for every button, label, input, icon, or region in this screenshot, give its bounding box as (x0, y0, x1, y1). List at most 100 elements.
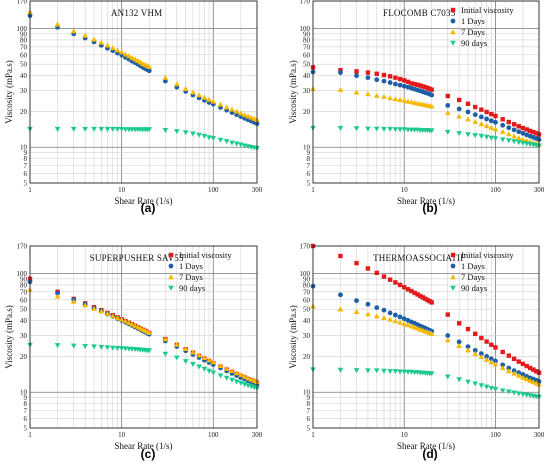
data-point (354, 69, 359, 74)
data-point (488, 135, 495, 141)
panel-title: AN132 VHM (111, 8, 162, 18)
y-tick-label: 100 (300, 270, 311, 278)
y-tick-label: 30 (303, 332, 311, 340)
y-tick-label: 9 (307, 394, 311, 402)
y-tick-label: 70 (303, 288, 311, 296)
data-point (146, 64, 153, 70)
data-point (196, 132, 202, 138)
legend-marker (168, 263, 174, 269)
data-point (223, 375, 230, 381)
y-tick-label: 20 (303, 353, 311, 361)
data-point (373, 92, 380, 98)
data-point (500, 349, 505, 355)
data-point (397, 314, 403, 320)
data-point (483, 384, 490, 390)
x-tick-label: 1 (311, 186, 315, 194)
data-point (500, 122, 506, 128)
data-point (393, 75, 398, 80)
data-point (405, 79, 411, 85)
legend-label: Initial viscosity (461, 250, 514, 260)
data-point (174, 129, 180, 135)
data-point (91, 126, 97, 132)
legend-label: 90 days (179, 283, 205, 293)
legend-marker (450, 29, 456, 35)
data-point (190, 131, 196, 137)
data-point (233, 108, 240, 114)
data-point (415, 292, 420, 297)
data-point (118, 316, 125, 322)
y-tick-label: 50 (20, 61, 28, 69)
y-axis-label: Viscosity (mPa.s) (4, 60, 14, 123)
data-point (162, 128, 169, 134)
data-point (515, 391, 522, 397)
data-point (473, 104, 478, 110)
data-point (229, 377, 235, 383)
x-tick-label: 300 (534, 186, 545, 194)
data-point (465, 101, 471, 106)
legend-marker (450, 263, 456, 269)
data-point (206, 135, 212, 141)
data-point (245, 375, 251, 381)
data-point (418, 83, 423, 88)
data-point (488, 359, 495, 365)
y-tick-label: 30 (20, 87, 28, 95)
legend-label: 1 Days (461, 261, 485, 271)
data-point (233, 379, 240, 385)
data-point (162, 74, 169, 80)
data-point (465, 116, 471, 122)
data-point (109, 313, 116, 319)
data-point (500, 117, 505, 122)
data-point (387, 316, 393, 322)
y-tick-label: 10 (303, 389, 311, 397)
series-ninety_day (310, 125, 542, 149)
data-point (126, 53, 132, 59)
data-point (488, 386, 495, 392)
panel-label: (c) (141, 447, 156, 461)
data-point (456, 342, 462, 348)
data-point (472, 118, 479, 124)
legend-marker (450, 40, 456, 46)
data-point (122, 51, 129, 57)
data-point (392, 312, 398, 318)
plot-frame (312, 245, 540, 429)
legend-label: Initial viscosity (179, 250, 232, 260)
data-point (182, 359, 189, 365)
data-point (456, 321, 462, 326)
legend-label: 7 Days (461, 27, 485, 37)
y-tick-label: 9 (24, 394, 28, 402)
data-point (365, 75, 371, 81)
data-point (531, 367, 536, 372)
data-point (210, 370, 217, 376)
data-point (428, 128, 435, 134)
data-point (206, 357, 212, 363)
data-point (429, 87, 434, 92)
plot-frame (29, 245, 258, 429)
y-tick-label: 10 (20, 144, 28, 152)
data-point (210, 136, 217, 142)
data-point (465, 326, 471, 332)
data-point (506, 131, 512, 137)
data-point (493, 358, 498, 364)
data-point (55, 290, 60, 296)
x-tick-label: 1 (28, 186, 32, 194)
data-point (381, 126, 387, 132)
data-point (206, 368, 212, 374)
data-point (534, 369, 539, 374)
data-point (241, 373, 248, 379)
data-point (401, 97, 408, 103)
data-point (405, 98, 411, 104)
data-point (146, 127, 153, 133)
data-point (129, 55, 135, 61)
data-point (174, 81, 180, 87)
data-point (444, 374, 451, 380)
y-tick-label: 8 (307, 155, 311, 163)
legend-label: 7 Days (179, 272, 203, 282)
data-point (70, 298, 77, 304)
panel-label: (b) (422, 201, 437, 215)
data-point (527, 377, 533, 383)
series-one_day (310, 69, 542, 142)
data-point (520, 130, 526, 136)
